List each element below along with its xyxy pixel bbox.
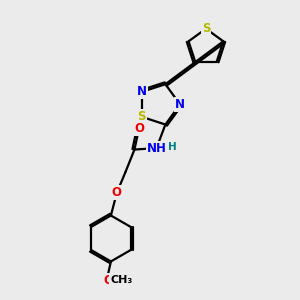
Text: O: O <box>112 186 122 199</box>
Text: S: S <box>202 22 210 35</box>
Text: N: N <box>175 98 185 111</box>
Text: O: O <box>103 274 113 287</box>
Text: N: N <box>137 85 147 98</box>
Text: S: S <box>137 110 146 123</box>
Text: O: O <box>134 122 144 135</box>
Text: H: H <box>168 142 177 152</box>
Text: CH₃: CH₃ <box>110 275 132 285</box>
Text: NH: NH <box>147 142 166 154</box>
